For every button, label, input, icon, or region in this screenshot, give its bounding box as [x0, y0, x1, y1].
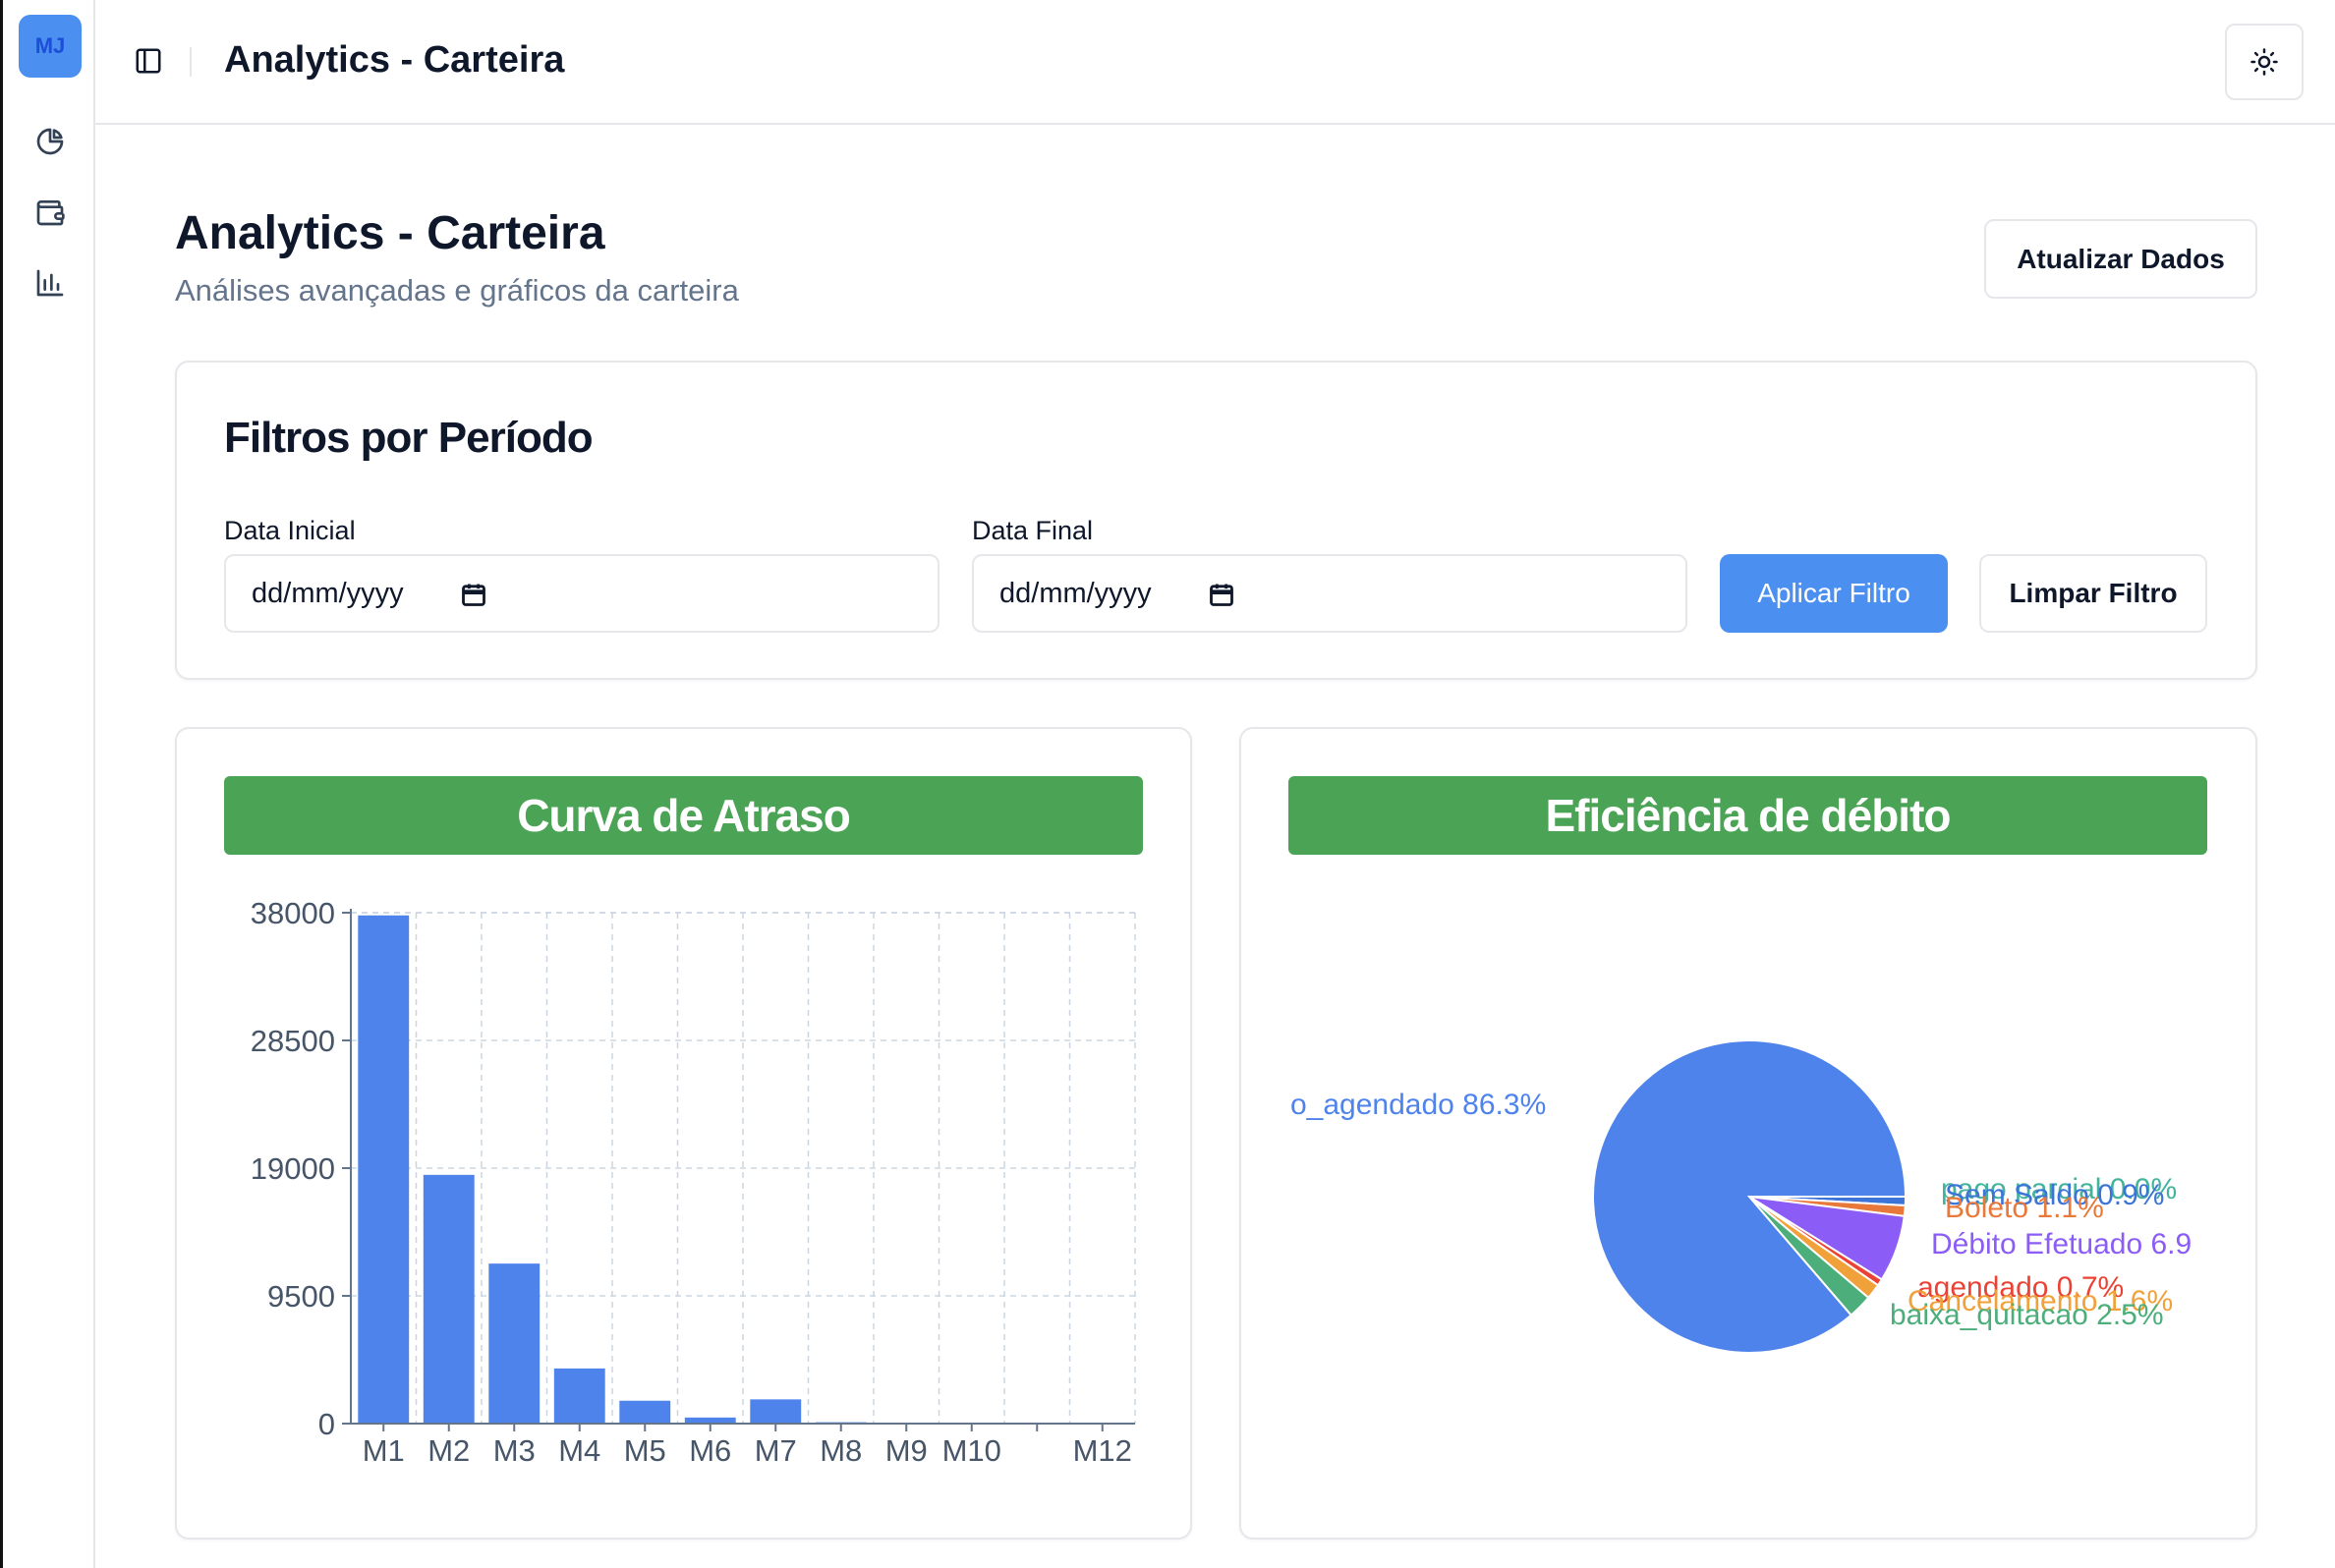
avatar[interactable]: MJ — [19, 15, 82, 78]
pie-labels: o_agendado 86.3% pago parcial 0.0%Sem Sal… — [1290, 1089, 2192, 1331]
filters-title: Filtros por Período — [224, 414, 594, 462]
pie-label: pago parcial 0.0% — [1941, 1173, 2177, 1205]
x-tick-label: M10 — [942, 1433, 1001, 1468]
top-bar: Analytics - Carteira — [95, 0, 2335, 125]
start-date-input[interactable]: dd/mm/yyyy — [224, 554, 940, 633]
delay-curve-chart: 0 9500 19000 28500 38000 M1 M2 M3 M4 M5 M6 M7 M8 M9 M1… — [251, 896, 1136, 1468]
bar-M4 — [553, 1368, 605, 1424]
bar-M6 — [684, 1417, 736, 1424]
sidebar: MJ — [0, 0, 95, 1568]
calendar-icon[interactable] — [460, 581, 487, 616]
page-subtitle: Análises avançadas e gráficos da carteir… — [175, 273, 739, 308]
start-date-label: Data Inicial — [224, 516, 356, 545]
x-tick-label: M5 — [624, 1433, 666, 1468]
calendar-icon[interactable] — [1208, 581, 1235, 616]
x-tick-label: M9 — [885, 1433, 928, 1468]
end-date-label: Data Final — [972, 516, 1094, 545]
debit-efficiency-card: Eficiência de débito o_agendado 86.3% pag… — [1239, 727, 2257, 1540]
x-tick-label: M3 — [493, 1433, 536, 1468]
bar-M7 — [750, 1399, 802, 1424]
x-tick-label: M2 — [427, 1433, 470, 1468]
pie-chart-icon[interactable] — [32, 124, 68, 159]
header-title: Analytics - Carteira — [224, 39, 565, 81]
chart-grid — [351, 912, 1136, 1424]
sidebar-toggle-icon[interactable] — [131, 43, 166, 79]
end-date-placeholder: dd/mm/yyyy — [999, 577, 1152, 609]
header-divider — [190, 47, 192, 77]
pie-label: Sem Saldo 0.9% — [1945, 1179, 2164, 1211]
bar-M2 — [423, 1174, 475, 1424]
apply-filter-button[interactable]: Aplicar Filtro — [1720, 554, 1948, 633]
pie-label: agendado 0.7% — [1917, 1271, 2124, 1304]
y-tick-label: 9500 — [267, 1279, 335, 1314]
pie-slice — [1748, 1196, 1870, 1316]
pie-label: o_agendado 86.3% — [1290, 1089, 1546, 1121]
y-tick-label: 28500 — [251, 1024, 335, 1058]
x-tick-label: M12 — [1073, 1433, 1132, 1468]
theme-toggle-button[interactable] — [2225, 24, 2304, 100]
delay-curve-card: Curva de Atraso 0 9500 19000 28500 38000 M1 M2… — [175, 727, 1192, 1540]
delay-curve-title: Curva de Atraso — [224, 776, 1143, 855]
wallet-icon[interactable] — [32, 195, 68, 230]
x-tick-label: M4 — [558, 1433, 600, 1468]
y-tick-label: 38000 — [251, 896, 335, 930]
y-tick-label: 19000 — [251, 1151, 335, 1186]
bar-M5 — [619, 1400, 671, 1424]
y-tick-label: 0 — [318, 1407, 335, 1441]
x-tick-label: M1 — [363, 1433, 405, 1468]
sun-icon — [2250, 48, 2278, 76]
page-title: Analytics - Carteira — [175, 207, 605, 259]
pie-label: baixa_quitacao 2.5% — [1890, 1299, 2164, 1331]
refresh-data-button[interactable]: Atualizar Dados — [1984, 219, 2257, 299]
bar-chart-icon[interactable] — [32, 265, 68, 301]
x-tick-label: M8 — [820, 1433, 862, 1468]
start-date-placeholder: dd/mm/yyyy — [252, 577, 404, 609]
clear-filter-button[interactable]: Limpar Filtro — [1979, 554, 2207, 633]
pie-label: Débito Efetuado 6.9 — [1931, 1228, 2192, 1260]
x-tick-label: M7 — [755, 1433, 797, 1468]
x-tick-label: M6 — [689, 1433, 731, 1468]
filters-card: Filtros por Período Data Inicial dd/mm/y… — [175, 361, 2257, 680]
end-date-input[interactable]: dd/mm/yyyy — [972, 554, 1687, 633]
debit-efficiency-chart: o_agendado 86.3% pago parcial 0.0%Sem Sal… — [1290, 1039, 2192, 1354]
bar-M1 — [358, 915, 410, 1424]
debit-efficiency-title: Eficiência de débito — [1288, 776, 2207, 855]
bar-M3 — [488, 1263, 541, 1424]
pie-label: Cancelamento 1.6% — [1908, 1285, 2173, 1317]
pie-label: Boleto 1.1% — [1945, 1192, 2104, 1224]
